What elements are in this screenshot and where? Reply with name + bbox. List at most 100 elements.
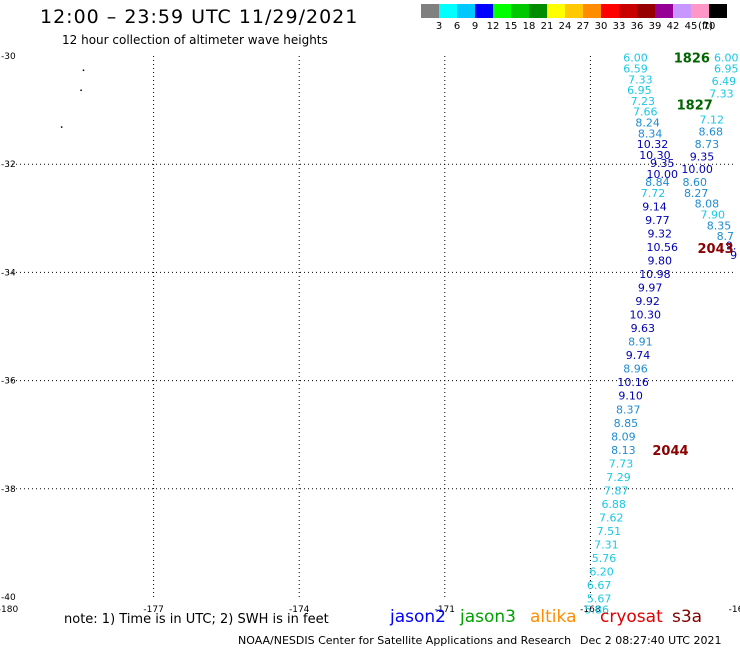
wave-height-value: 8.68	[699, 126, 724, 139]
legend-label: 3	[435, 21, 443, 32]
y-tick-label: -36	[1, 377, 16, 387]
wave-height-value: 7.29	[606, 471, 631, 484]
legend-swatch	[583, 4, 601, 18]
wave-height-value: 6.00	[714, 52, 739, 65]
color-scale-labels: 3 6 9 12 15 18 21 24 27 30 33 36 39 42 45 70	[421, 21, 740, 35]
x-tick-label: -171	[435, 605, 455, 615]
legend-label: 6	[453, 21, 461, 32]
wave-height-value: 10.00	[646, 168, 678, 181]
x-tick-label: -16	[729, 605, 740, 615]
wave-height-value: 7.23	[631, 95, 656, 108]
y-tick-label: -34	[1, 268, 16, 278]
color-scale-legend: 3 6 9 12 15 18 21 24 27 30 33 36 39 42 45 70 (ft)	[421, 4, 727, 32]
wave-height-value: 7.90	[700, 209, 725, 222]
wave-height-value: 8.35	[707, 219, 732, 232]
satellite-jason3-label: jason3	[460, 607, 516, 627]
wave-height-value: 10.98	[639, 268, 671, 281]
wave-height-value: 7.62	[599, 511, 624, 524]
legend-label: 45	[684, 21, 698, 32]
wave-height-value: 7.31	[594, 539, 619, 552]
wave-height-value: 8.84	[645, 176, 670, 189]
wave-height-value: 10.30	[639, 149, 671, 162]
legend-swatch	[439, 4, 457, 18]
satellite-s3a-label: s3a	[672, 607, 703, 627]
wave-height-value: 6.59	[623, 62, 648, 75]
wave-height-value: 6.49	[712, 75, 737, 88]
grid-lines	[8, 56, 736, 597]
wave-height-value: 9.63	[631, 322, 656, 335]
wave-height-value: 9.74	[626, 349, 651, 362]
legend-label: 15	[504, 21, 518, 32]
wave-height-value: 9.92	[635, 295, 660, 308]
legend-label: 27	[576, 21, 590, 32]
wave-height-value: 10.32	[637, 138, 669, 151]
wave-height-value: 9.	[726, 239, 737, 252]
wave-height-value: 6.67	[587, 579, 612, 592]
footer-note: note: 1) Time is in UTC; 2) SWH is in fe…	[64, 612, 329, 627]
wave-height-value: 10.30	[629, 309, 661, 322]
wave-height-value: 8.85	[614, 417, 639, 430]
wave-height-value: 8.34	[638, 127, 663, 140]
wave-height-value: 8.60	[682, 176, 707, 189]
island-dot	[82, 69, 85, 72]
legend-swatch	[601, 4, 619, 18]
wave-height-value: 7.33	[628, 73, 653, 86]
legend-label: 33	[612, 21, 626, 32]
credit-line: NOAA/NESDIS Center for Satellite Applica…	[238, 634, 572, 647]
wave-height-value: 8.09	[611, 430, 636, 443]
x-tick-label: -168	[580, 605, 601, 615]
legend-label: 18	[522, 21, 536, 32]
legend-swatch	[655, 4, 673, 18]
legend-label: 21	[540, 21, 554, 32]
wave-height-value: 9.35	[650, 157, 675, 170]
pass-time-label: 1827	[677, 99, 713, 114]
wave-height-value: 8.13	[611, 444, 636, 457]
chart-title: 12:00 – 23:59 UTC 11/29/2021	[40, 6, 359, 28]
legend-label: 42	[666, 21, 680, 32]
wave-height-value: 6.00	[623, 52, 648, 65]
legend-swatch	[691, 4, 709, 18]
x-tick-label: -177	[143, 605, 163, 615]
wave-height-value: 10.56	[646, 241, 678, 254]
x-tick-label: -174	[289, 605, 310, 615]
satellite-altika-label: altika	[530, 607, 577, 627]
wave-height-value: 9.10	[618, 390, 643, 403]
wave-height-value: 6.95	[627, 84, 652, 97]
y-tick-label: -40	[1, 593, 16, 603]
legend-swatch	[529, 4, 547, 18]
legend-label: 24	[558, 21, 572, 32]
wave-height-value: 6.20	[589, 566, 614, 579]
legend-swatch	[421, 4, 439, 18]
pass-time-label: 2043	[698, 242, 734, 257]
legend-swatch	[547, 4, 565, 18]
legend-swatch	[673, 4, 691, 18]
wave-height-value: 8.27	[684, 187, 709, 200]
island-dot	[60, 126, 63, 128]
wave-height-value: 8.91	[628, 336, 653, 349]
x-tick-label: -180	[0, 605, 18, 615]
wave-height-value: 8.7	[717, 230, 735, 243]
legend-label: 70	[702, 21, 716, 32]
axis-ticks: -180 -177 -174 -171 -168 -16 -30 -32 -34 -36 -38 -4…	[0, 52, 740, 615]
legend-swatch	[511, 4, 529, 18]
wave-height-value: 8.37	[616, 403, 641, 416]
wave-height-value: 6.88	[601, 498, 626, 511]
legend-swatch	[565, 4, 583, 18]
wave-height-value: 7.33	[709, 87, 734, 100]
wave-height-value: 10.00	[681, 163, 713, 176]
satellite-cryosat-label: cryosat	[600, 607, 663, 627]
wave-height-value: 5.86	[584, 603, 609, 616]
chart-subtitle: 12 hour collection of altimeter wave hei…	[62, 33, 328, 47]
island-dots	[60, 69, 85, 128]
wave-height-value: 7.72	[641, 187, 666, 200]
y-tick-label: -32	[1, 160, 16, 170]
color-scale-swatches	[421, 4, 727, 18]
wave-height-value: 9.14	[642, 200, 667, 213]
wave-height-value: 9.35	[690, 151, 715, 164]
y-tick-label: -30	[1, 52, 16, 62]
legend-label: 39	[648, 21, 662, 32]
wave-height-value: 8.08	[695, 198, 720, 211]
pass-time-label: 2044	[652, 444, 688, 459]
wave-height-value: 9	[730, 249, 737, 262]
